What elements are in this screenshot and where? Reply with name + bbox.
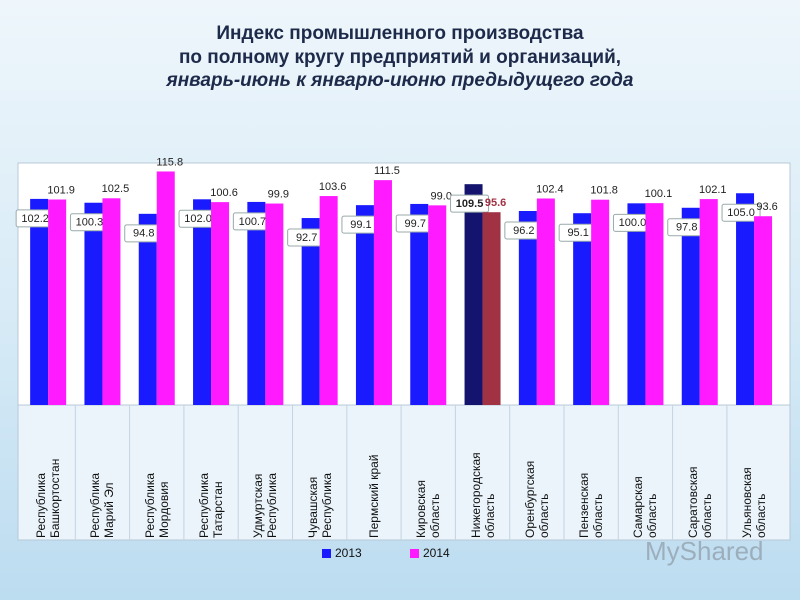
value-label: 99.0 <box>431 190 452 202</box>
legend-label: 2014 <box>423 546 450 560</box>
x-tick-label: Кировская область <box>414 480 443 538</box>
x-tick-label: Самарская область <box>631 476 660 538</box>
bar <box>301 218 320 405</box>
watermark: MyShared <box>645 536 764 566</box>
value-label: 101.9 <box>47 184 75 196</box>
value-label: 100.7 <box>239 216 267 228</box>
bar <box>355 205 374 405</box>
x-tick-label: Республика Татарстан <box>197 472 226 538</box>
x-tick-label: Республика Башкортостан <box>34 458 63 538</box>
value-label: 94.8 <box>133 228 154 240</box>
value-label: 99.7 <box>405 218 426 230</box>
bar <box>265 203 284 405</box>
value-label: 97.8 <box>676 222 697 234</box>
value-label: 102.5 <box>102 183 130 195</box>
bar <box>736 193 755 405</box>
bar <box>156 171 175 405</box>
chart-subtitle: январь-июнь к январю-июню предыдущего го… <box>166 70 634 91</box>
value-label: 95.6 <box>485 197 506 209</box>
value-label: 92.7 <box>296 232 317 244</box>
x-tick-label: Удмуртская Республика <box>251 472 280 538</box>
x-tick-label: Пензенская область <box>577 472 606 538</box>
bar <box>247 201 266 405</box>
bar <box>84 202 103 405</box>
bar <box>193 199 212 405</box>
label-box <box>721 203 761 222</box>
bar <box>482 212 501 405</box>
x-tick-label: Чувашская Республика <box>305 472 334 538</box>
value-label: 103.6 <box>319 181 347 193</box>
value-label: 105.0 <box>727 207 755 219</box>
value-label: 100.6 <box>210 187 238 199</box>
bar <box>319 196 338 405</box>
value-label: 99.9 <box>268 188 289 200</box>
x-tick-label: Саратовская область <box>685 466 714 538</box>
bar <box>681 207 700 405</box>
bar <box>428 205 447 405</box>
x-tick-label: Республика Мордовия <box>142 472 171 538</box>
x-tick-label: Оренбургская область <box>522 460 551 538</box>
bar <box>138 213 157 405</box>
value-label: 96.2 <box>513 225 534 237</box>
value-label: 101.8 <box>590 185 618 197</box>
value-label: 100.3 <box>76 217 104 229</box>
bar <box>518 210 537 405</box>
bar <box>699 199 718 405</box>
legend-swatch <box>322 549 331 558</box>
bar <box>373 180 392 405</box>
bar <box>102 198 121 405</box>
bar <box>645 203 664 405</box>
legend-label: 2013 <box>335 546 362 560</box>
value-label: 102.0 <box>184 213 212 225</box>
x-tick-label: Республика Марий Эл <box>88 472 117 538</box>
label-area <box>17 404 791 541</box>
bar <box>754 216 773 405</box>
value-label: 102.4 <box>536 183 564 195</box>
label-box <box>450 194 490 213</box>
bar <box>573 213 592 405</box>
value-label: 115.8 <box>156 156 183 168</box>
value-label: 100.0 <box>619 217 647 229</box>
value-label: 99.1 <box>350 219 371 231</box>
value-label: 102.2 <box>21 213 49 225</box>
x-tick-label: Пермский край <box>366 454 381 538</box>
value-label: 109.5 <box>456 198 484 210</box>
bar <box>30 198 49 405</box>
chart-title: Индекс промышленного производства по пол… <box>178 23 622 68</box>
bar <box>536 198 555 405</box>
bar <box>211 202 230 405</box>
value-label: 100.1 <box>645 188 673 200</box>
bar <box>627 203 646 405</box>
x-tick-label: Ульяновская область <box>740 467 769 538</box>
value-label: 111.5 <box>374 165 400 177</box>
value-label: 93.6 <box>756 201 777 213</box>
legend-swatch <box>410 549 419 558</box>
bar <box>410 203 429 405</box>
bar <box>591 199 610 405</box>
bar <box>464 184 483 405</box>
plot-area <box>17 162 791 406</box>
x-tick-label: Нижегородская область <box>468 452 497 538</box>
value-label: 102.1 <box>699 184 727 196</box>
value-label: 95.1 <box>567 227 588 239</box>
bar <box>48 199 67 405</box>
